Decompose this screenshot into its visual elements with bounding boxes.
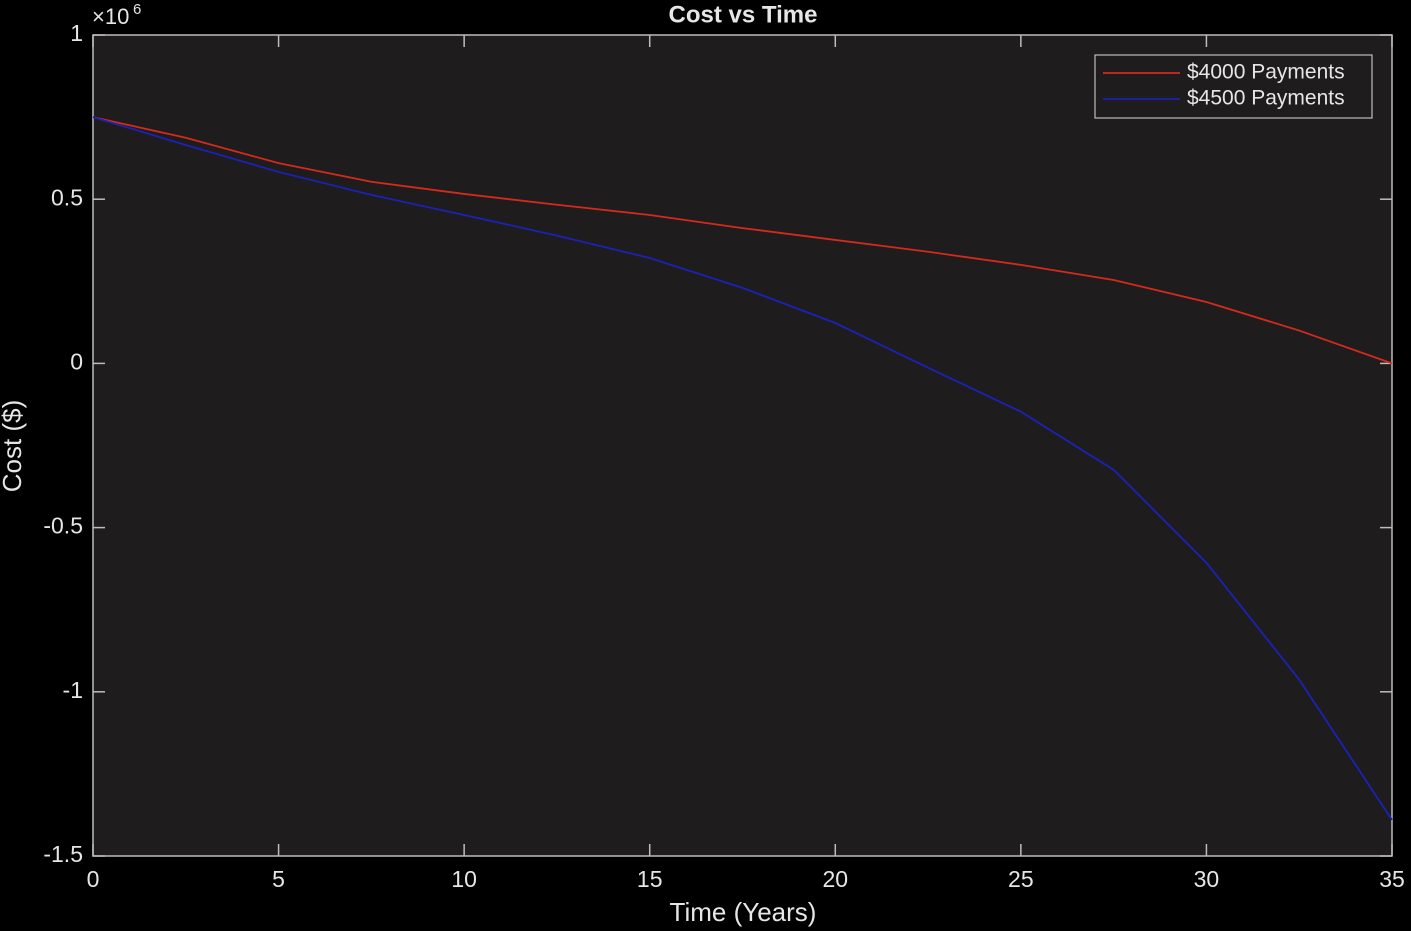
y-multiplier-exponent: 6 xyxy=(133,1,141,18)
x-tick-label: 30 xyxy=(1194,866,1220,892)
x-tick-label: 5 xyxy=(272,866,285,892)
y-tick-label: 0 xyxy=(70,348,83,374)
data-line xyxy=(92,116,1393,365)
plot-area xyxy=(92,34,1393,857)
x-tick-label: 35 xyxy=(1379,866,1405,892)
chart-title: Cost vs Time xyxy=(669,1,818,28)
y-axis-label: Cost ($) xyxy=(0,400,27,492)
legend-label: $4000 Payments xyxy=(1187,61,1345,84)
y-tick-label: 0.5 xyxy=(51,184,83,210)
x-tick-label: 0 xyxy=(87,866,100,892)
legend-box xyxy=(1094,54,1373,119)
y-tick-label: -0.5 xyxy=(43,513,83,539)
y-tick-label: -1 xyxy=(63,677,83,703)
x-tick-label: 10 xyxy=(451,866,477,892)
y-tick-label: -1.5 xyxy=(43,841,83,867)
data-line xyxy=(92,116,1393,821)
y-tick-label: 1 xyxy=(70,20,83,46)
y-multiplier: ×10 xyxy=(92,4,129,29)
legend-label: $4500 Payments xyxy=(1187,87,1345,110)
x-tick-label: 25 xyxy=(1008,866,1034,892)
x-tick-label: 15 xyxy=(637,866,663,892)
x-axis-label: Time (Years) xyxy=(670,897,817,927)
x-tick-label: 20 xyxy=(822,866,848,892)
